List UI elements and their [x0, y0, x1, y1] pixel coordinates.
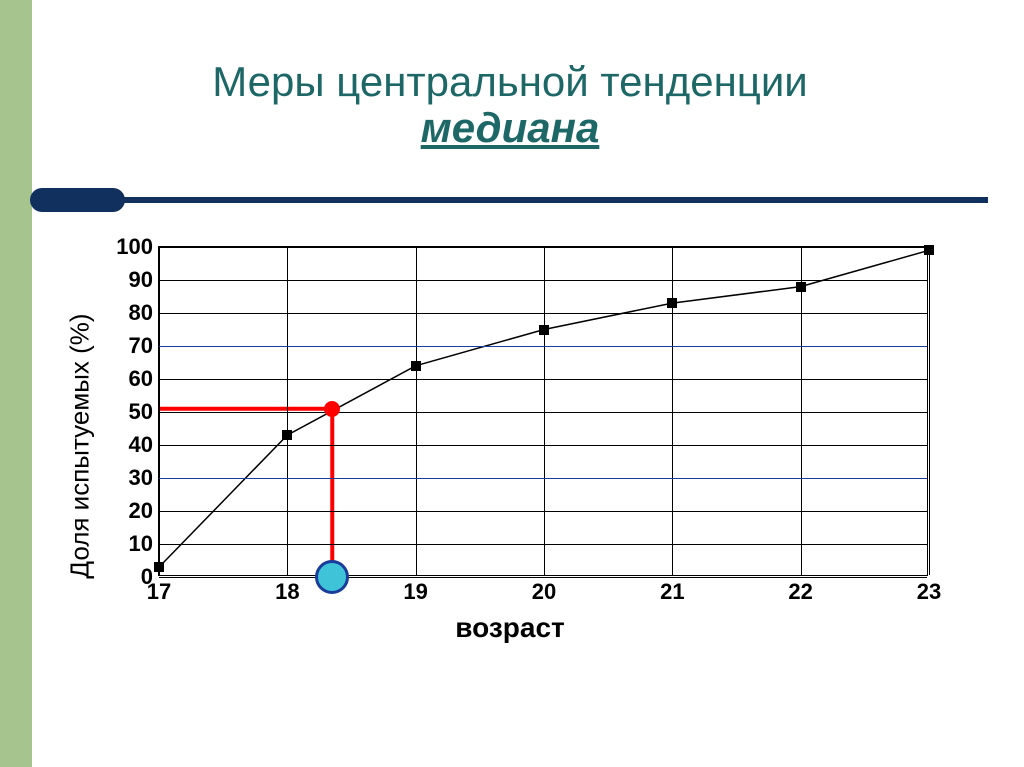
data-marker — [796, 282, 806, 292]
slide: Меры центральной тенденции медиана Доля … — [0, 0, 1024, 767]
y-gridline — [159, 511, 927, 512]
chart: Доля испытуемых (%) 01020304050607080901… — [90, 236, 930, 656]
y-tick-label: 30 — [93, 465, 153, 491]
y-tick-label: 60 — [93, 366, 153, 392]
data-marker — [411, 361, 421, 371]
y-tick-label: 80 — [93, 300, 153, 326]
x-tick-label: 20 — [532, 579, 556, 605]
y-axis-label: Доля испытуемых (%) — [65, 313, 96, 578]
x-axis-label: возраст — [455, 612, 564, 644]
x-tick-label: 22 — [788, 579, 812, 605]
y-tick-label: 0 — [93, 564, 153, 590]
x-gridline — [287, 247, 288, 575]
median-point — [324, 401, 340, 417]
y-gridline — [159, 544, 927, 545]
highlight-gridline — [159, 478, 927, 479]
y-gridline — [159, 412, 927, 413]
x-tick-label: 23 — [917, 579, 941, 605]
y-tick-label: 50 — [93, 399, 153, 425]
title-divider — [0, 188, 1024, 216]
data-marker — [154, 562, 164, 572]
y-tick-label: 10 — [93, 531, 153, 557]
x-gridline — [929, 247, 930, 575]
x-gridline — [416, 247, 417, 575]
x-tick-label: 17 — [147, 579, 171, 605]
x-tick-label: 19 — [403, 579, 427, 605]
x-gridline — [544, 247, 545, 575]
x-tick-label: 18 — [275, 579, 299, 605]
x-tick-label: 21 — [660, 579, 684, 605]
plot-area: 010203040506070809010017181920212223 — [158, 246, 928, 576]
left-accent-band — [0, 0, 32, 767]
title-line-2: медиана — [90, 104, 930, 152]
y-tick-label: 100 — [93, 234, 153, 260]
data-marker — [539, 325, 549, 335]
highlight-gridline — [159, 346, 927, 347]
median-x-marker — [315, 560, 349, 594]
y-gridline — [159, 445, 927, 446]
y-tick-label: 20 — [93, 498, 153, 524]
y-gridline — [159, 313, 927, 314]
data-marker — [924, 245, 934, 255]
y-gridline — [159, 577, 927, 578]
data-marker — [282, 430, 292, 440]
y-tick-label: 90 — [93, 267, 153, 293]
title-line-1: Меры центральной тенденции — [90, 60, 930, 104]
y-gridline — [159, 379, 927, 380]
x-gridline — [801, 247, 802, 575]
y-gridline — [159, 280, 927, 281]
divider-line — [85, 197, 988, 203]
x-gridline — [672, 247, 673, 575]
x-gridline — [159, 247, 160, 575]
data-marker — [667, 298, 677, 308]
y-tick-label: 70 — [93, 333, 153, 359]
y-tick-label: 40 — [93, 432, 153, 458]
slide-title: Меры центральной тенденции медиана — [90, 60, 930, 152]
y-gridline — [159, 247, 927, 248]
